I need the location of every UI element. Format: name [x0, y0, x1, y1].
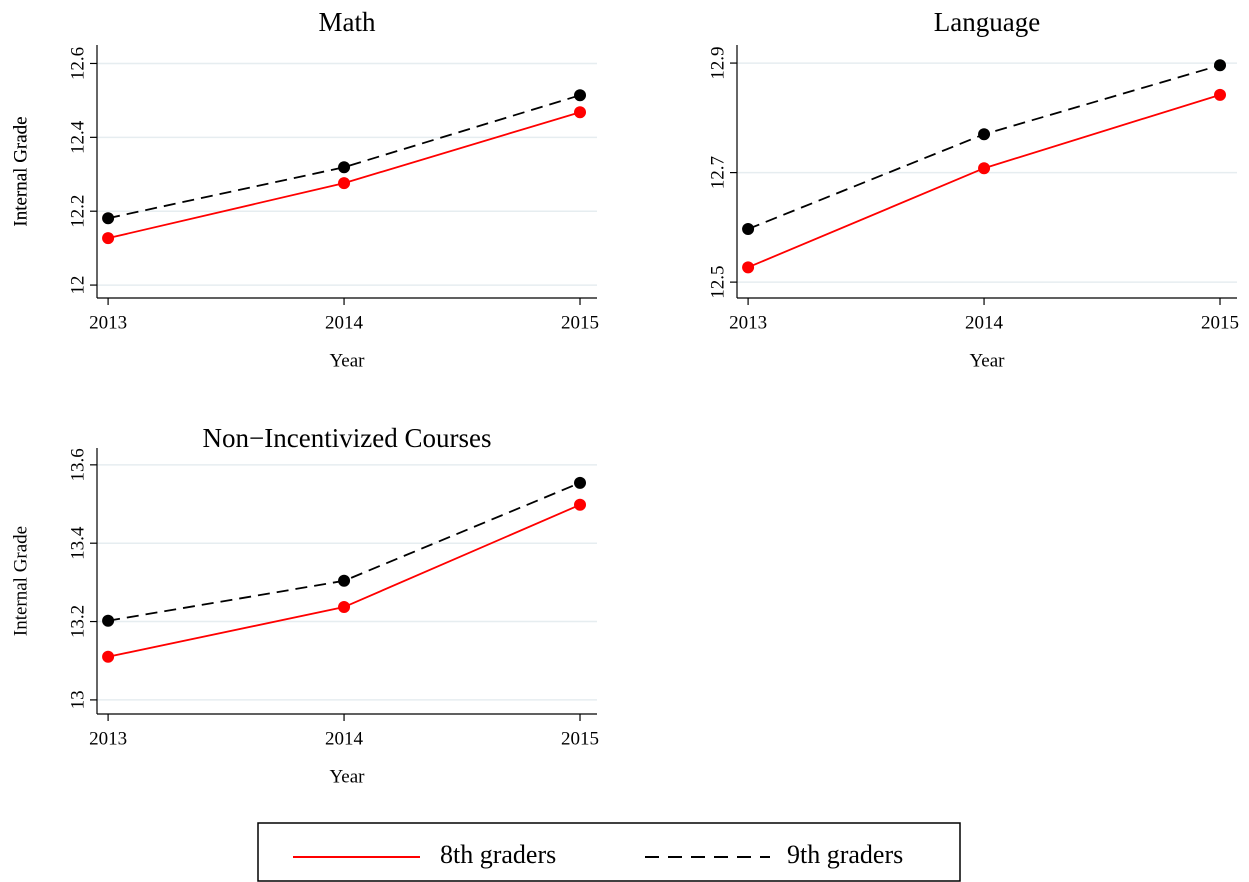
y-tick-label: 12.4	[67, 120, 88, 154]
y-tick-label: 12.5	[707, 265, 728, 298]
y-tick-label: 12.7	[707, 156, 728, 189]
y-tick-label: 12	[67, 276, 88, 295]
legend-box	[257, 822, 961, 882]
data-point	[574, 106, 587, 119]
data-point	[742, 261, 755, 274]
data-point	[338, 601, 351, 614]
legend-label: 8th graders	[440, 840, 556, 869]
y-tick-label: 12.6	[67, 47, 88, 80]
series-line	[747, 93, 1221, 269]
y-tick-label: 13.2	[67, 605, 88, 638]
y-axis-title: Internal Grade	[10, 526, 31, 636]
x-tick-label: 2015	[561, 312, 599, 333]
data-point	[574, 498, 587, 511]
x-tick-label: 2013	[89, 728, 127, 749]
data-point	[102, 650, 115, 663]
chart-title: Non−Incentivized Courses	[203, 423, 492, 453]
x-axis-title: Year	[969, 350, 1005, 371]
x-tick-label: 2014	[325, 728, 364, 749]
y-tick-label: 12.2	[67, 195, 88, 228]
data-point	[574, 89, 587, 102]
data-point	[574, 476, 587, 489]
x-tick-label: 2013	[729, 312, 767, 333]
data-point	[1214, 59, 1227, 72]
series-line	[107, 482, 581, 622]
x-axis-title: Year	[329, 350, 365, 371]
y-axis-title: Internal Grade	[10, 116, 31, 226]
data-point	[338, 161, 351, 174]
y-tick-label: 13.6	[67, 448, 88, 481]
chart-title: Math	[319, 7, 376, 37]
data-point	[338, 177, 351, 190]
y-tick-label: 13	[67, 690, 88, 709]
data-point	[102, 212, 115, 225]
y-tick-label: 13.4	[67, 526, 88, 560]
x-tick-label: 2015	[1201, 312, 1239, 333]
data-point	[338, 574, 351, 587]
x-axis-title: Year	[329, 766, 365, 787]
legend-label: 9th graders	[787, 840, 903, 869]
data-point	[102, 614, 115, 627]
series-line	[107, 111, 581, 240]
chart-title: Language	[934, 7, 1040, 37]
data-point	[978, 128, 991, 141]
x-tick-label: 2013	[89, 312, 127, 333]
series-line	[747, 64, 1221, 230]
data-point	[978, 162, 991, 175]
series-line	[107, 94, 581, 220]
data-point	[1214, 88, 1227, 101]
x-tick-label: 2014	[965, 312, 1004, 333]
data-point	[102, 232, 115, 245]
y-tick-label: 12.9	[707, 46, 728, 79]
x-tick-label: 2015	[561, 728, 599, 749]
y-axis-title: Internal Grade	[10, 116, 31, 226]
data-point	[742, 223, 755, 235]
x-tick-label: 2014	[325, 312, 364, 333]
